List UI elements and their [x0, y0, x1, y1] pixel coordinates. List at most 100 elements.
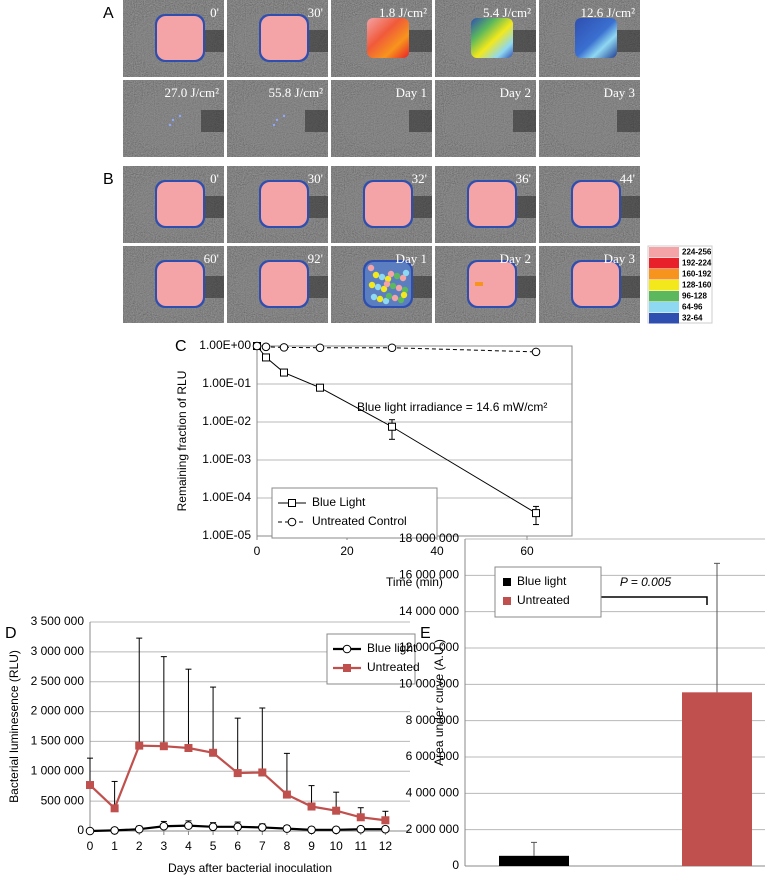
x-tick-label: 0	[254, 544, 261, 558]
marker	[343, 664, 351, 672]
signal-dot	[383, 280, 391, 288]
signal	[469, 182, 515, 226]
y-tick-label: 4 000 000	[406, 786, 460, 800]
y-tick-label: 1.00E-05	[202, 528, 251, 542]
tile-label: 1.8 J/cm²	[379, 5, 427, 20]
color-scale-label: 128-160	[682, 281, 712, 290]
color-swatch	[649, 313, 679, 324]
marker	[307, 825, 316, 835]
legend-label: Blue light	[367, 641, 417, 655]
image-tile: Day 1	[331, 80, 432, 157]
image-tile: 5.4 J/cm²	[435, 0, 536, 77]
tile-label: 12.6 J/cm²	[581, 5, 636, 20]
y-tick-label: 10 000 000	[399, 677, 459, 691]
mouse-shadow	[617, 196, 640, 218]
signal-dot	[374, 283, 382, 291]
y-tick-label: 14 000 000	[399, 604, 459, 618]
signal-speck	[178, 114, 182, 118]
marker	[316, 383, 324, 392]
y-tick-label: 1.00E-01	[202, 376, 251, 390]
signal-dot	[380, 285, 388, 293]
marker	[307, 802, 316, 811]
image-tile: 12.6 J/cm²	[539, 0, 640, 77]
panel-letter: E	[420, 625, 431, 642]
color-swatch	[649, 247, 679, 258]
signal	[365, 182, 411, 226]
signal	[157, 16, 203, 60]
signal-dot	[393, 272, 401, 280]
color-swatch	[649, 302, 679, 313]
signal-speck	[282, 114, 286, 118]
color-scale-label: 96-128	[682, 292, 707, 301]
tile-label: 5.4 J/cm²	[483, 5, 531, 20]
signal	[261, 182, 307, 226]
marker	[110, 804, 119, 813]
image-tile: 30'	[227, 0, 328, 77]
image-tile: 60'	[123, 246, 224, 323]
color-swatch	[649, 280, 679, 291]
marker	[184, 743, 193, 752]
y-tick-label: 1.00E+00	[199, 338, 251, 352]
x-tick-label: 20	[340, 544, 354, 558]
image-tile: Day 3	[539, 246, 640, 323]
tile-label: 60'	[204, 251, 219, 266]
tile-label: Day 2	[500, 85, 531, 100]
marker	[342, 644, 352, 654]
y-tick-label: 1.00E-02	[202, 414, 251, 428]
color-swatch	[649, 269, 679, 280]
marker	[134, 824, 144, 834]
marker	[288, 499, 296, 507]
signal-dot	[395, 284, 403, 292]
marker	[388, 422, 396, 431]
mouse-shadow	[305, 110, 328, 132]
legend-box	[326, 633, 416, 685]
signal	[573, 182, 619, 226]
marker	[387, 343, 397, 353]
y-tick-label: 12 000 000	[399, 640, 459, 654]
legend-label: Untreated	[517, 593, 570, 607]
marker	[262, 353, 270, 362]
image-tile: 44'	[539, 166, 640, 243]
image-tile: 30'	[227, 166, 328, 243]
marker	[85, 826, 95, 836]
marker	[258, 768, 267, 777]
image-tile: 36'	[435, 166, 536, 243]
y-tick-label: 2 000 000	[31, 704, 85, 718]
signal	[367, 18, 409, 58]
mouse-body	[547, 90, 631, 150]
tile-label: 55.8 J/cm²	[269, 85, 324, 100]
marker	[159, 821, 169, 831]
image-tile: Day 2	[435, 80, 536, 157]
signal	[575, 18, 617, 58]
panel-letter: B	[103, 171, 114, 188]
panel-letter: A	[103, 5, 114, 22]
marker	[86, 781, 94, 790]
color-scale-label: 160-192	[682, 270, 712, 279]
significance-bracket	[583, 596, 708, 605]
signal-speck	[275, 118, 279, 122]
y-tick-label: 1 000 000	[31, 763, 85, 777]
mouse-shadow	[305, 196, 328, 218]
tile-label: Day 2	[500, 251, 531, 266]
image-tile: 92'	[227, 246, 328, 323]
mouse-shadow	[617, 110, 640, 132]
x-tick-label: 7	[259, 839, 266, 853]
color-scale-label: 192-224	[682, 259, 712, 268]
signal-dot	[387, 270, 395, 278]
marker	[208, 822, 218, 832]
y-tick-label: 500 000	[41, 793, 85, 807]
signal-dot	[385, 292, 393, 300]
marker	[282, 790, 291, 799]
y-tick-label: 3 500 000	[31, 614, 85, 628]
y-tick-label: 18 000 000	[399, 531, 459, 545]
tile-label: Day 1	[396, 251, 427, 266]
tile-label: 30'	[308, 171, 323, 186]
image-tile: 55.8 J/cm²	[227, 80, 328, 157]
marker	[279, 343, 289, 352]
y-tick-label: 16 000 000	[399, 568, 459, 582]
marker	[532, 509, 540, 518]
x-tick-label: 0	[87, 839, 94, 853]
marker	[315, 343, 325, 353]
legend-swatch	[503, 597, 511, 605]
